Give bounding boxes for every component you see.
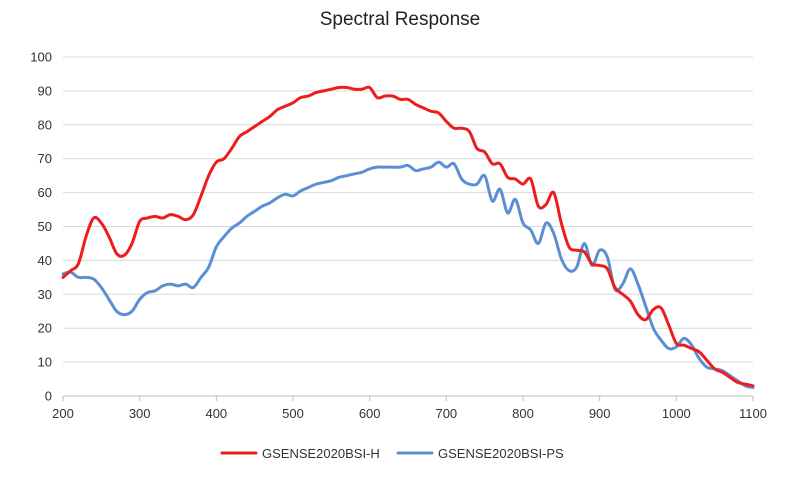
x-tick-label: 300 (129, 406, 151, 421)
y-tick-label: 40 (38, 253, 52, 268)
series-layer (61, 85, 755, 390)
x-tick-label: 400 (205, 406, 227, 421)
x-tick-label: 500 (282, 406, 304, 421)
legend: GSENSE2020BSI-H GSENSE2020BSI-PS (220, 446, 564, 461)
y-tick-label: 30 (38, 287, 52, 302)
x-tick-label: 600 (359, 406, 381, 421)
y-tick-label: 50 (38, 219, 52, 234)
x-tick-label: 1000 (662, 406, 691, 421)
series-line-gsense2020bsi-h (61, 85, 755, 388)
y-tick-label: 90 (38, 83, 52, 98)
y-tick-label: 100 (30, 50, 52, 65)
axis-layer: 0 10 20 30 40 50 60 70 80 90 100 200 300 400 500 600 700… (30, 50, 767, 422)
y-tick-label: 10 (38, 355, 52, 370)
legend-label-gsense2020bsi-ps: GSENSE2020BSI-PS (438, 446, 564, 461)
y-tick-label: 80 (38, 117, 52, 132)
grid-layer (63, 56, 753, 397)
x-tick-label: 900 (589, 406, 611, 421)
x-tick-label: 1100 (739, 406, 767, 421)
legend-label-gsense2020bsi-h: GSENSE2020BSI-H (262, 446, 380, 461)
series-line-gsense2020bsi-ps (61, 160, 755, 390)
y-tick-label: 70 (38, 151, 52, 166)
y-tick-label: 0 (45, 389, 52, 404)
x-tick-label: 200 (52, 406, 74, 421)
x-tick-label: 700 (435, 406, 457, 421)
x-tick-label: 800 (512, 406, 534, 421)
y-tick-label: 60 (38, 185, 52, 200)
y-tick-label: 20 (38, 321, 52, 336)
chart-title: Spectral Response (320, 9, 481, 30)
